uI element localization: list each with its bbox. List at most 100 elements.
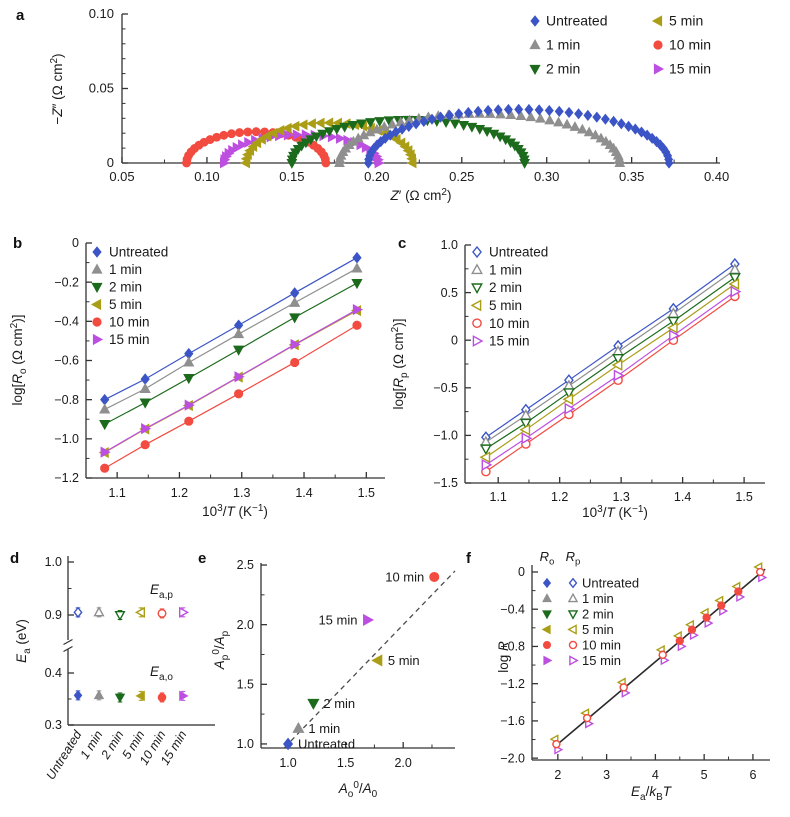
svg-text:1.1: 1.1 [490,490,507,504]
series-1-min [99,262,363,414]
svg-text:1 min: 1 min [582,591,614,606]
panel-label-c: c [398,235,407,252]
svg-text:Z′ (Ω cm2): Z′ (Ω cm2) [390,187,452,203]
svg-text:0.5: 0.5 [441,286,458,300]
series-10-min [100,320,362,473]
svg-text:2.0: 2.0 [394,756,411,770]
svg-text:−1.2: −1.2 [500,677,525,691]
svg-text:0.10: 0.10 [194,169,219,184]
svg-text:Untreated: Untreated [582,575,639,590]
svg-text:15 min: 15 min [109,332,150,347]
svg-text:−0.2: −0.2 [54,275,79,289]
svg-text:1 min: 1 min [489,262,522,277]
svg-text:0.05: 0.05 [109,169,134,184]
svg-text:10 min: 10 min [489,316,530,331]
svg-text:−0.8: −0.8 [54,393,79,407]
panel-label-d: d [10,550,20,567]
series-Ea-o [73,689,189,704]
svg-text:−Z″ (Ω cm2): −Z″ (Ω cm2) [49,53,65,124]
svg-text:−2.0: −2.0 [500,751,525,765]
series-1-min [479,263,741,447]
legend: Untreated 1 min 2 min 5 min 10 min 15 min [470,245,548,349]
svg-text:0.40: 0.40 [704,169,729,184]
svg-text:1.2: 1.2 [171,486,188,500]
svg-text:0: 0 [107,155,114,170]
svg-text:15 min: 15 min [318,612,357,627]
svg-text:2 min: 2 min [323,696,355,711]
svg-text:0.4: 0.4 [45,666,62,680]
svg-text:1.3: 1.3 [612,490,629,504]
svg-text:10 min: 10 min [385,570,424,585]
legend: Untreated 1 min 2 min 5 min 10 min 15 min [90,245,168,347]
series-Untreated [363,103,674,169]
panel-label-f: f [466,550,471,567]
svg-text:2.5: 2.5 [237,558,254,572]
point-1-min: 1 min [292,721,340,736]
svg-text:1.5: 1.5 [358,486,375,500]
svg-text:−0.4: −0.4 [54,315,79,329]
svg-text:1 min: 1 min [109,262,142,277]
svg-text:−1.0: −1.0 [54,432,79,446]
point-10-min: 10 min [385,570,440,585]
svg-text:1 min: 1 min [546,37,580,53]
svg-text:5 min: 5 min [582,622,614,637]
point-15-min: 15 min [318,612,375,627]
svg-text:Ea,p: Ea,p [150,582,173,601]
svg-text:−0.6: −0.6 [54,354,79,368]
point-Untreated: Untreated [283,737,355,752]
series-15-min [481,285,742,471]
svg-text:−1.6: −1.6 [500,714,525,728]
svg-text:1.4: 1.4 [674,490,691,504]
panel-b-arrhenius-plot: 1.1 1.2 1.3 1.4 1.5 0 −0.2 −0.4 −0.6 −0.8 −1.0 −1.2… [9,236,385,519]
svg-text:0.25: 0.25 [449,169,474,184]
svg-text:4: 4 [652,768,659,782]
svg-text:−0.8: −0.8 [500,640,525,654]
svg-text:0.05: 0.05 [89,81,114,96]
svg-text:2 min: 2 min [489,280,522,295]
svg-text:0: 0 [72,236,79,250]
svg-text:103/T (K−1): 103/T (K−1) [582,504,648,520]
panel-a-nyquist-plot: 0.05 0.10 0.15 0.20 0.25 0.30 0.35 0.4000.050.1… [49,6,729,203]
svg-text:1.4: 1.4 [295,486,312,500]
svg-text:Untreated: Untreated [109,245,168,260]
svg-text:3: 3 [603,768,610,782]
svg-text:Untreated: Untreated [546,13,607,29]
svg-text:0.35: 0.35 [619,169,644,184]
svg-text:log[Ro (Ω cm2)]: log[Ro (Ω cm2)] [9,315,29,406]
svg-text:−1.2: −1.2 [54,471,79,485]
svg-text:1.5: 1.5 [337,756,354,770]
svg-text:103/T (K−1): 103/T (K−1) [202,503,268,519]
svg-text:2.0: 2.0 [237,618,254,632]
svg-text:Ea/kBT: Ea/kBT [631,784,673,803]
panel-e-preexponential-plot: 1.0 1.5 2.0 1.0 1.5 2.0 2.5 Ao0/A0 Ap0/Ap Untreat… [211,558,456,800]
svg-text:10 min: 10 min [109,315,150,330]
legend: Untreated 1 min 2 min 5 min 10 min 15 min [529,13,711,77]
svg-text:0: 0 [518,565,525,579]
svg-text:1.3: 1.3 [233,486,250,500]
svg-text:15 min: 15 min [669,61,711,77]
svg-text:15 min: 15 min [582,653,621,668]
series-Ea-p [73,606,190,622]
svg-text:Ea,o: Ea,o [150,664,173,683]
svg-text:0.30: 0.30 [534,169,559,184]
svg-text:1.1: 1.1 [108,486,125,500]
svg-text:Rp: Rp [566,549,581,568]
svg-text:0.9: 0.9 [45,608,62,622]
svg-text:2 min: 2 min [546,61,580,77]
svg-text:0.3: 0.3 [45,718,62,732]
svg-text:1.5: 1.5 [735,490,752,504]
svg-text:1.0: 1.0 [237,737,254,751]
svg-text:1 min: 1 min [308,721,340,736]
svg-text:0.20: 0.20 [364,169,389,184]
svg-text:15 min: 15 min [489,334,530,349]
svg-text:5 min: 5 min [388,653,420,668]
svg-text:2 min: 2 min [582,606,614,621]
svg-text:2 min: 2 min [109,280,142,295]
data-point-clusters [549,561,768,755]
svg-text:5: 5 [701,768,708,782]
